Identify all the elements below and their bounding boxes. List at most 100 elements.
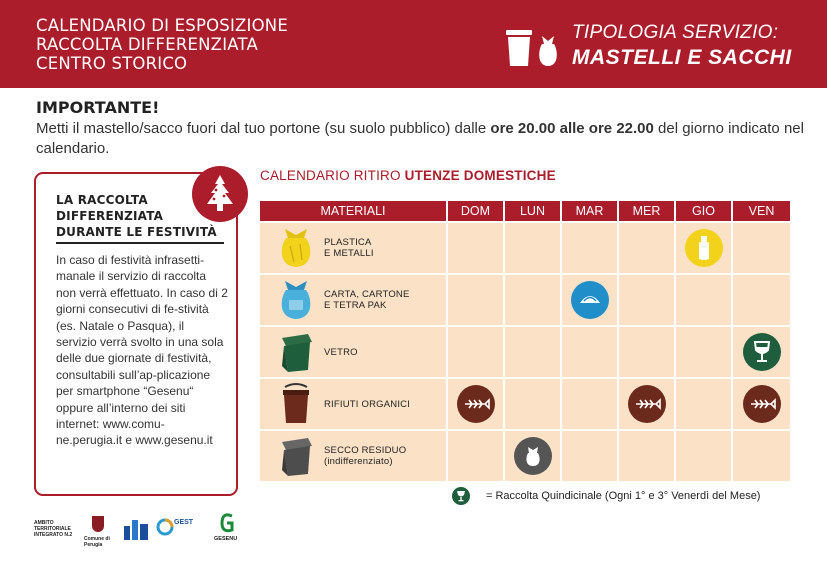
- cell-dom: [448, 379, 505, 429]
- waste-bag-icon: [525, 447, 540, 466]
- holiday-title: LA RACCOLTA DIFFERENZIATA DURANTE LE FES…: [56, 192, 224, 244]
- cell-mar: [562, 379, 619, 429]
- holiday-badge: [192, 166, 248, 222]
- fishbone-icon: [464, 398, 490, 410]
- header-materials: MATERIALI: [260, 201, 448, 221]
- calendar-row-organici: RIFIUTI ORGANICI: [260, 379, 790, 429]
- material-label-line-1: CARTA, CARTONE: [324, 289, 410, 300]
- yellow-bag-icon: [281, 229, 311, 267]
- cell-lun: [505, 379, 562, 429]
- glass-icon: [753, 341, 770, 362]
- bag-icon: [539, 36, 557, 66]
- partner-logos: AMBITO TERRITORIALE INTEGRATO N.2 Comune…: [34, 512, 244, 552]
- material-label-line-1: VETRO: [324, 346, 358, 358]
- cell-mar: [562, 431, 619, 481]
- header-day-dom: DOM: [448, 201, 505, 221]
- gest-logo: GEST: [174, 519, 194, 526]
- calendar-title-plain: CALENDARIO RITIRO: [260, 168, 405, 183]
- bin-icon: [506, 30, 532, 66]
- important-notice: IMPORTANTE! Metti il mastello/sacco fuor…: [36, 98, 816, 159]
- notice-text: Metti il mastello/sacco fuori dal tuo po…: [36, 119, 816, 159]
- calendar-row-vetro: VETRO: [260, 327, 790, 377]
- service-subtitle: TIPOLOGIA SERVIZIO:: [572, 22, 779, 43]
- gest-logo-icon: [156, 518, 174, 536]
- brown-bin-icon: [283, 383, 309, 423]
- holiday-box: LA RACCOLTA DIFFERENZIATA DURANTE LE FES…: [34, 166, 248, 496]
- paper-icon: [579, 296, 600, 303]
- calendar-title-bold: UTENZE DOMESTICHE: [404, 168, 556, 183]
- material-cell: CARTA, CARTONE E TETRA PAK: [260, 275, 448, 325]
- calendar-row-plastica: PLASTICA E METALLI: [260, 223, 790, 273]
- comune-crest-icon: [92, 516, 104, 532]
- header-day-mer: MER: [619, 201, 676, 221]
- blue-bag-icon: [281, 281, 311, 319]
- notice-hours: ore 20.00 alle ore 22.00: [490, 120, 654, 137]
- grey-bin-icon: [282, 438, 312, 476]
- cell-lun: [505, 431, 562, 481]
- holiday-title-underline: [56, 242, 224, 244]
- material-cell: VETRO: [260, 327, 448, 377]
- cell-gio: [676, 275, 733, 325]
- cell-mar: [562, 223, 619, 273]
- header-band: CALENDARIO DI ESPOSIZIONE RACCOLTA DIFFE…: [0, 0, 827, 88]
- christmas-tree-icon: [207, 175, 233, 211]
- cell-gio: [676, 223, 733, 273]
- header-day-mar: MAR: [562, 201, 619, 221]
- cell-dom: [448, 431, 505, 481]
- ambito-logo: AMBITO TERRITORIALE INTEGRATO N.2: [34, 520, 73, 538]
- bottle-icon: [698, 236, 709, 260]
- cell-gio: [676, 379, 733, 429]
- material-label-line-1: PLASTICA: [324, 237, 372, 248]
- glass-icon: [457, 491, 465, 502]
- material-label: PLASTICA E METALLI: [324, 237, 374, 259]
- material-cell: PLASTICA E METALLI: [260, 223, 448, 273]
- cell-ven: [733, 327, 790, 377]
- legend-glass-mark: [452, 487, 470, 505]
- material-label-line-2: (indifferenziato): [324, 456, 393, 467]
- cell-ven: [733, 275, 790, 325]
- holiday-text: In caso di festività infrasetti-manale i…: [56, 253, 228, 448]
- organici-pickup-mark: [742, 385, 781, 423]
- header-day-gio: GIO: [676, 201, 733, 221]
- cell-dom: [448, 327, 505, 377]
- secco-pickup-mark: [513, 437, 552, 475]
- bin-and-bag-icon: [506, 30, 557, 66]
- comune-logo: Comune di Perugia: [84, 536, 110, 548]
- cell-mer: [619, 327, 676, 377]
- material-label: CARTA, CARTONE E TETRA PAK: [324, 289, 410, 311]
- green-bin-icon: [282, 334, 312, 372]
- plastica-pickup-mark: [684, 229, 723, 267]
- fishbone-icon: [750, 398, 776, 410]
- calendar-row-secco: SECCO RESIDUO (indifferenziato): [260, 431, 790, 481]
- cell-ven: [733, 431, 790, 481]
- material-label-line-2: E METALLI: [324, 248, 374, 259]
- cell-ven: [733, 223, 790, 273]
- cell-dom: [448, 275, 505, 325]
- calendar-heading: CALENDARIO DI ESPOSIZIONE RACCOLTA DIFFE…: [36, 16, 288, 73]
- material-label: VETRO: [324, 347, 358, 358]
- collection-calendar: MATERIALI DOM LUN MAR MER GIO VEN PLASTI…: [260, 201, 790, 481]
- cell-lun: [505, 327, 562, 377]
- cell-ven: [733, 379, 790, 429]
- organici-pickup-mark: [456, 385, 495, 423]
- material-label-line-1: SECCO RESIDUO: [324, 445, 407, 456]
- service-title: MASTELLI E SACCHI: [572, 46, 792, 69]
- material-label-line-1: RIFIUTI ORGANICI: [324, 398, 411, 410]
- heading-line-2: RACCOLTA DIFFERENZIATA: [36, 35, 258, 54]
- organici-pickup-mark: [627, 385, 666, 423]
- heading-line-1: CALENDARIO DI ESPOSIZIONE: [36, 16, 288, 35]
- notice-text-before: Metti il mastello/sacco fuori dal tuo po…: [36, 120, 491, 137]
- legend: = Raccolta Quindicinale (Ogni 1° e 3° Ve…: [452, 487, 760, 505]
- cell-mer: [619, 275, 676, 325]
- cell-mar: [562, 275, 619, 325]
- material-label-line-2: E TETRA PAK: [324, 300, 387, 311]
- legend-text: = Raccolta Quindicinale (Ogni 1° e 3° Ve…: [486, 490, 761, 502]
- holiday-title-line-3: DURANTE LE FESTIVITÀ: [56, 225, 217, 239]
- material-label: SECCO RESIDUO (indifferenziato): [324, 445, 406, 467]
- heading-line-3: CENTRO STORICO: [36, 54, 188, 73]
- header-day-ven: VEN: [748, 204, 775, 218]
- cell-mer: [619, 379, 676, 429]
- carta-pickup-mark: [570, 281, 609, 319]
- cell-gio: [676, 327, 733, 377]
- notice-text-after: del giorno indicato nel calendario.: [36, 120, 804, 157]
